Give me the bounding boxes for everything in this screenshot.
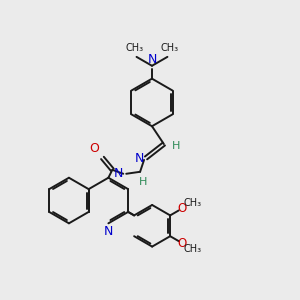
Text: H: H bbox=[139, 177, 147, 187]
Text: O: O bbox=[90, 142, 100, 155]
Text: N: N bbox=[104, 225, 113, 238]
Text: H: H bbox=[172, 141, 180, 151]
Text: N: N bbox=[114, 167, 123, 180]
Text: O: O bbox=[178, 237, 187, 250]
Text: N: N bbox=[135, 152, 144, 165]
Text: CH₃: CH₃ bbox=[183, 197, 202, 208]
Text: CH₃: CH₃ bbox=[160, 43, 178, 53]
Text: N: N bbox=[147, 53, 157, 66]
Text: CH₃: CH₃ bbox=[183, 244, 202, 254]
Text: CH₃: CH₃ bbox=[125, 43, 144, 53]
Text: O: O bbox=[178, 202, 187, 215]
